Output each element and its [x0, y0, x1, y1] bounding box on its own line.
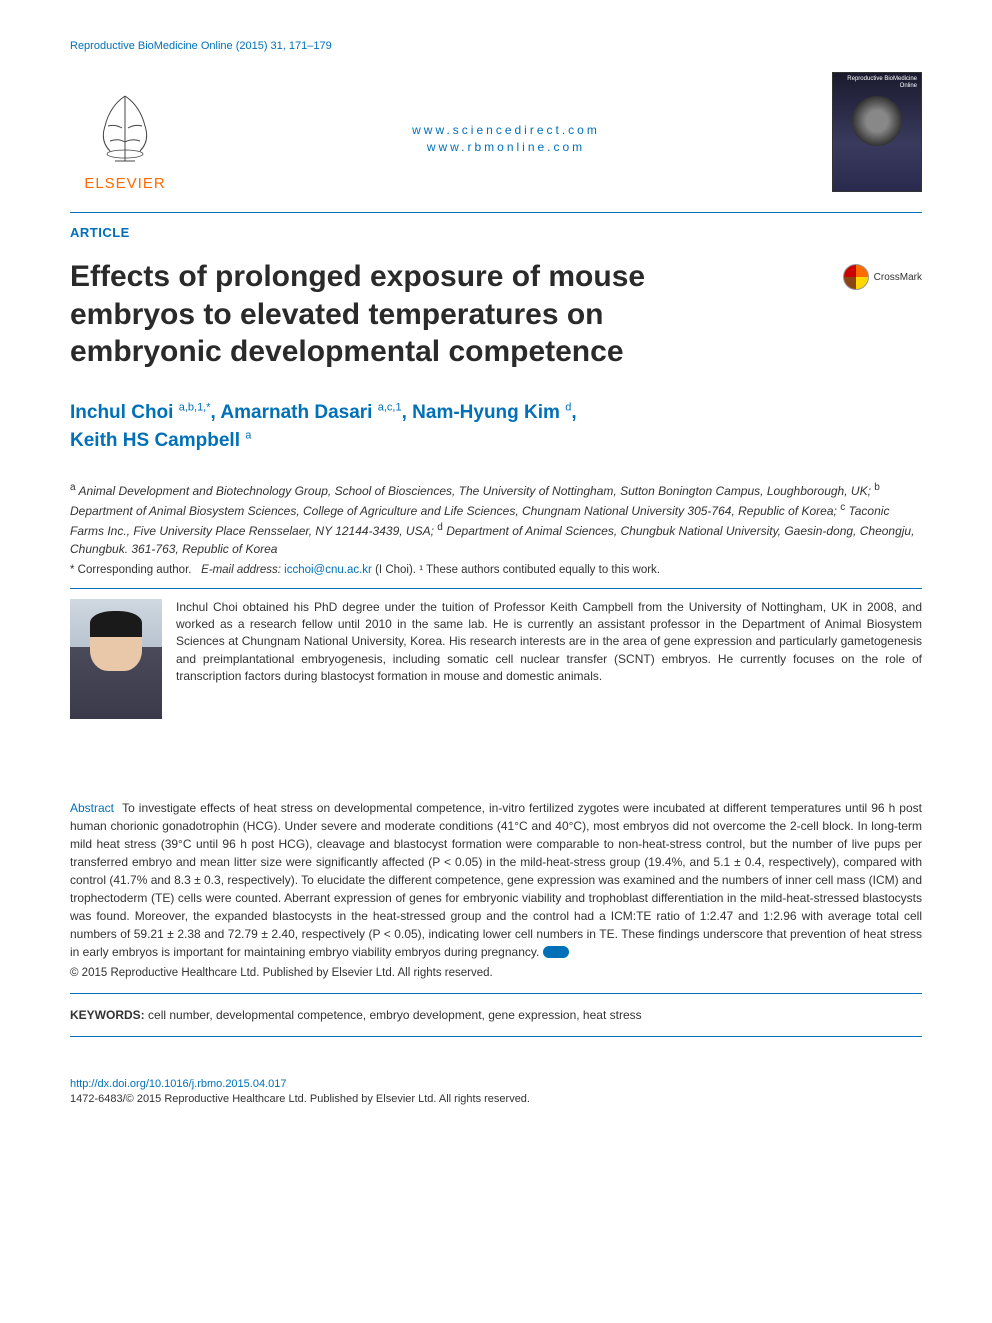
affiliation-a: Animal Development and Biotechnology Gro… — [78, 484, 870, 498]
sciencedirect-link[interactable]: www.sciencedirect.com — [412, 122, 600, 139]
author-name: Nam-Hyung Kim — [412, 402, 560, 423]
rbm-online-badge-icon[interactable] — [543, 946, 569, 958]
corresp-suffix: (I Choi). — [375, 564, 416, 576]
author-name: Keith HS Campbell — [70, 430, 240, 451]
divider — [70, 1036, 922, 1037]
journal-cover-image — [852, 96, 902, 146]
keywords: KEYWORDS: cell number, developmental com… — [70, 1004, 922, 1026]
header-links: www.sciencedirect.com www.rbmonline.com — [412, 72, 600, 156]
affiliation-b: Department of Animal Biosystem Sciences,… — [70, 504, 837, 518]
abstract-text: To investigate effects of heat stress on… — [70, 801, 922, 959]
elsevier-logo[interactable]: ELSEVIER — [70, 72, 180, 192]
elsevier-tree-icon — [80, 86, 170, 171]
divider — [70, 993, 922, 994]
abstract-label: Abstract — [70, 801, 114, 815]
author-marks: a,b,1,* — [179, 401, 211, 413]
author-bio-text: Inchul Choi obtained his PhD degree unde… — [176, 599, 922, 686]
rbmonline-link[interactable]: www.rbmonline.com — [412, 139, 600, 156]
affiliations: a Animal Development and Biotechnology G… — [70, 480, 922, 558]
keywords-label: KEYWORDS: — [70, 1008, 145, 1022]
article-type-label: ARTICLE — [70, 225, 922, 240]
header-row: ELSEVIER www.sciencedirect.com www.rbmon… — [70, 72, 922, 192]
author-name: Inchul Choi — [70, 402, 173, 423]
crossmark-label: CrossMark — [874, 272, 922, 283]
footer: http://dx.doi.org/10.1016/j.rbmo.2015.04… — [70, 1077, 922, 1108]
equal-contrib-note: ¹ These authors contibuted equally to th… — [419, 564, 660, 576]
divider — [70, 588, 922, 589]
crossmark-badge[interactable]: CrossMark — [843, 264, 922, 290]
journal-cover-thumbnail[interactable]: Reproductive BioMedicine Online — [832, 72, 922, 192]
doi-link[interactable]: http://dx.doi.org/10.1016/j.rbmo.2015.04… — [70, 1077, 922, 1092]
author-bio: Inchul Choi obtained his PhD degree unde… — [70, 599, 922, 719]
author-marks: a — [245, 430, 251, 442]
header-citation: Reproductive BioMedicine Online (2015) 3… — [70, 40, 922, 52]
corresp-email[interactable]: icchoi@cnu.ac.kr — [284, 564, 372, 576]
email-label: E-mail address: — [201, 564, 281, 576]
divider — [70, 212, 922, 213]
corresp-prefix: * Corresponding author. — [70, 564, 191, 576]
abstract: Abstract To investigate effects of heat … — [70, 799, 922, 961]
author-name: Amarnath Dasari — [220, 402, 372, 423]
crossmark-icon — [843, 264, 869, 290]
journal-cover-title: Reproductive BioMedicine Online — [833, 73, 921, 92]
elsevier-name: ELSEVIER — [84, 175, 165, 192]
author-photo — [70, 599, 162, 719]
correspondence: * Corresponding author. E-mail address: … — [70, 564, 922, 576]
authors-list: Inchul Choi a,b,1,*, Amarnath Dasari a,c… — [70, 399, 922, 456]
article-title: Effects of prolonged exposure of mouse e… — [70, 258, 750, 371]
abstract-copyright: © 2015 Reproductive Healthcare Ltd. Publ… — [70, 967, 922, 979]
keywords-list: cell number, developmental competence, e… — [148, 1008, 642, 1022]
author-marks: d — [565, 401, 571, 413]
author-marks: a,c,1 — [378, 401, 402, 413]
title-row: Effects of prolonged exposure of mouse e… — [70, 258, 922, 399]
issn-copyright: 1472-6483/© 2015 Reproductive Healthcare… — [70, 1092, 922, 1107]
